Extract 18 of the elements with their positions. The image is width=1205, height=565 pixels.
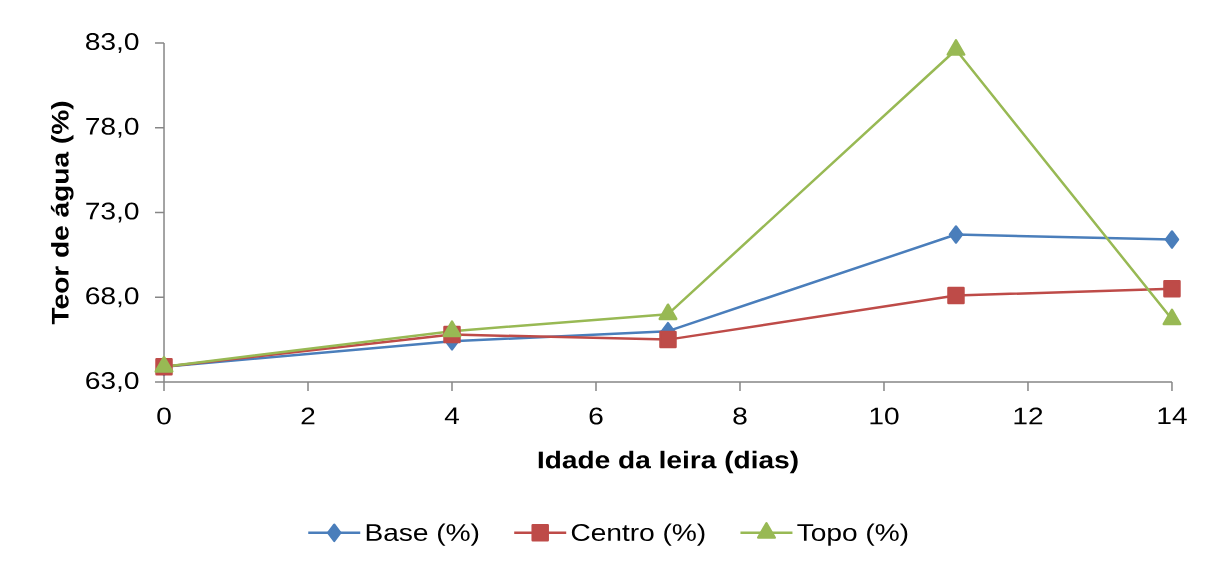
legend-label: Topo (%) bbox=[797, 523, 908, 546]
legend-label: Base (%) bbox=[366, 523, 479, 546]
y-axis-title: Teor de água (%) bbox=[50, 101, 74, 325]
y-tick-label: 63,0 bbox=[86, 372, 139, 392]
x-tick-label: 12 bbox=[1014, 407, 1043, 425]
x-tick-label: 8 bbox=[733, 407, 747, 425]
x-axis-title: Idade da leira (dias) bbox=[538, 450, 798, 474]
y-tick-label: 83,0 bbox=[86, 33, 139, 53]
y-tick-label: 73,0 bbox=[86, 202, 139, 223]
x-tick-label: 0 bbox=[157, 407, 171, 425]
x-tick-label: 4 bbox=[444, 407, 459, 425]
y-tick-label: 68,0 bbox=[86, 287, 139, 308]
x-tick-label: 10 bbox=[870, 407, 899, 425]
x-tick-label: 6 bbox=[589, 407, 603, 425]
x-tick-label: 2 bbox=[301, 407, 315, 425]
legend-label: Centro (%) bbox=[571, 523, 705, 546]
y-tick-label: 78,0 bbox=[86, 117, 139, 138]
x-tick-label: 14 bbox=[1158, 407, 1187, 425]
